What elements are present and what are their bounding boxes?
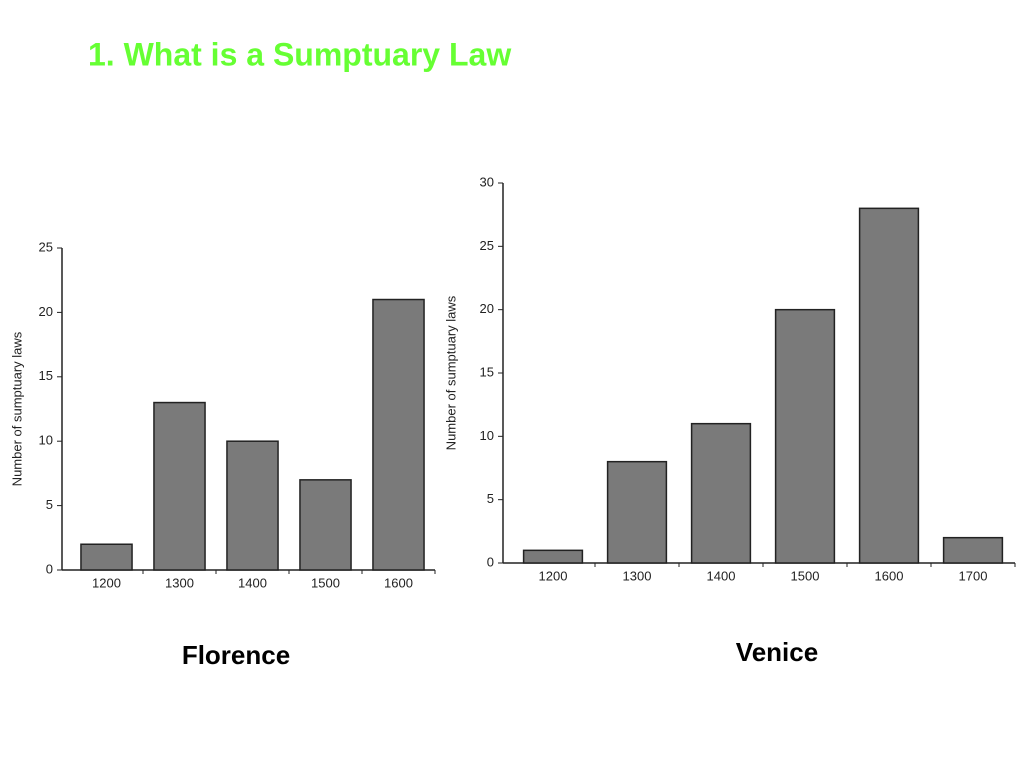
chart-caption: Venice [736,637,818,667]
bar [80,543,133,571]
bar [690,422,752,564]
y-tick-label: 5 [487,491,494,506]
x-tick-label: 1600 [875,568,904,583]
x-tick-label: 1300 [165,575,194,590]
x-tick-label: 1200 [539,568,568,583]
y-tick-label: 30 [480,174,494,189]
bar [774,308,836,564]
y-tick-label: 0 [487,554,494,569]
x-tick-label: 1400 [707,568,736,583]
y-axis-label: Number of sumptuary laws [9,331,24,486]
bar [372,298,425,571]
y-tick-label: 10 [39,433,53,448]
x-tick-label: 1300 [623,568,652,583]
y-axis-label: Number of sumptuary laws [443,295,458,450]
y-tick-label: 5 [46,497,53,512]
y-tick-label: 25 [39,239,53,254]
slide-title: 1. What is a Sumptuary Law [88,36,511,72]
bar [942,536,1004,564]
x-tick-label: 1200 [92,575,121,590]
bar [522,549,584,564]
chart-caption: Florence [182,640,290,670]
y-tick-label: 0 [46,561,53,576]
bar [226,440,279,571]
x-tick-label: 1700 [959,568,988,583]
y-tick-label: 15 [39,368,53,383]
bar [606,460,668,564]
x-tick-label: 1500 [311,575,340,590]
y-tick-label: 20 [480,301,494,316]
y-tick-label: 15 [480,364,494,379]
bar [858,207,920,564]
x-tick-label: 1500 [791,568,820,583]
y-tick-label: 25 [480,238,494,253]
y-tick-label: 20 [39,304,53,319]
bar [153,401,206,571]
bar [299,479,352,571]
x-tick-label: 1600 [384,575,413,590]
x-tick-label: 1400 [238,575,267,590]
y-tick-label: 10 [480,428,494,443]
